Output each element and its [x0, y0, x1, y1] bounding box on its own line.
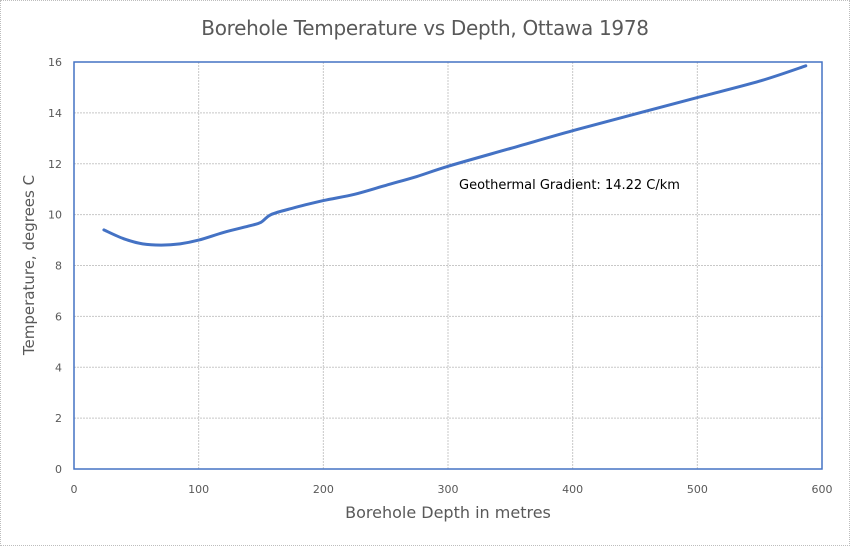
gradient-annotation: Geothermal Gradient: 14.22 C/km [459, 178, 680, 193]
x-tick-label: 500 [687, 483, 708, 496]
plot-border [73, 61, 823, 470]
y-tick-label: 0 [55, 463, 62, 476]
y-tick-label: 8 [55, 260, 62, 273]
x-tick-label: 300 [438, 483, 459, 496]
x-tick-label: 100 [188, 483, 209, 496]
grid-lines [74, 62, 822, 469]
chart-title: Borehole Temperature vs Depth, Ottawa 19… [201, 16, 649, 40]
y-tick-label: 2 [55, 412, 62, 425]
y-tick-label: 6 [55, 310, 62, 323]
x-tick-label: 400 [562, 483, 583, 496]
y-tick-label: 16 [48, 56, 62, 69]
x-axis-ticks: 0 100 200 300 400 500 600 [71, 483, 833, 496]
x-tick-label: 200 [313, 483, 334, 496]
x-tick-label: 600 [812, 483, 833, 496]
y-tick-label: 10 [48, 209, 62, 222]
y-tick-label: 14 [48, 107, 62, 120]
y-axis-ticks: 0 2 4 6 8 10 12 14 16 [48, 56, 62, 476]
y-tick-label: 4 [55, 361, 62, 374]
x-axis-label: Borehole Depth in metres [345, 503, 551, 522]
x-tick-label: 0 [71, 483, 78, 496]
temperature-line [102, 64, 808, 247]
y-tick-label: 12 [48, 158, 62, 171]
